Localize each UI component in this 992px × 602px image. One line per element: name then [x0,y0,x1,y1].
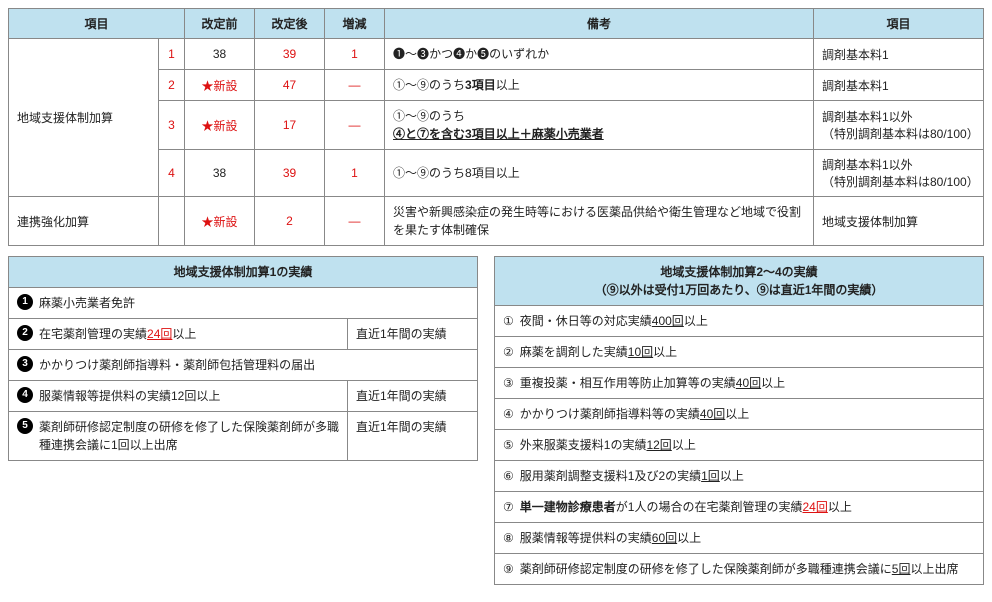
item-text: ⑧服薬情報等提供料の実績60回以上 [494,523,984,554]
item-number-icon: 1 [17,294,33,310]
cell-item: 調剤基本料1以外（特別調剤基本料は80/100） [814,101,984,150]
left-panel: 地域支援体制加算1の実績 1麻薬小売業者免許2在宅薬剤管理の実績24回以上直近1… [8,256,478,461]
list-item: ⑤外来服薬支援料1の実績12回以上 [494,430,984,461]
cell-remark: ①～⑨のうち3項目以上 [385,70,814,101]
list-item: ①夜間・休日等の対応実績400回以上 [494,306,984,337]
item-text: ④かかりつけ薬剤師指導料等の実績40回以上 [494,399,984,430]
list-item: ⑨薬剤師研修認定制度の研修を修了した保険薬剤師が多職種連携会議に5回以上出席 [494,554,984,585]
list-item: ③重複投薬・相互作用等防止加算等の実績40回以上 [494,368,984,399]
main-table: 項目改定前改定後増減備考項目 地域支援体制加算138391❶～❸かつ❹か❺のいず… [8,8,984,246]
item-text: 4服薬情報等提供料の実績12回以上 [8,381,348,412]
row-num: 1 [159,39,185,70]
cell-diff: ― [325,101,385,150]
cell-item: 調剤基本料1以外（特別調剤基本料は80/100） [814,150,984,197]
list-item: ⑧服薬情報等提供料の実績60回以上 [494,523,984,554]
list-item: 2在宅薬剤管理の実績24回以上直近1年間の実績 [8,319,478,350]
cell-pre: 38 [185,150,255,197]
item-number: ② [503,343,514,361]
item-text: ⑤外来服薬支援料1の実績12回以上 [494,430,984,461]
item-number: ④ [503,405,514,423]
list-item: 3かかりつけ薬剤師指導料・薬剤師包括管理料の届出 [8,350,478,381]
cell-diff: ― [325,70,385,101]
cell-remark: 災害や新興感染症の発生時等における医薬品供給や衛生管理など地域で役割を果たす体制… [385,197,814,246]
side-note: 直近1年間の実績 [348,319,478,350]
cell-item: 地域支援体制加算 [814,197,984,246]
side-note: 直近1年間の実績 [348,381,478,412]
cell-pre: ★新設 [185,197,255,246]
row-num: 2 [159,70,185,101]
item-number-icon: 5 [17,418,33,434]
cell-remark: ❶～❸かつ❹か❺のいずれか [385,39,814,70]
item-number: ⑤ [503,436,514,454]
list-item: 5薬剤師研修認定制度の研修を修了した保険薬剤師が多職種連携会議に1回以上出席直近… [8,412,478,461]
item-number: ③ [503,374,514,392]
cell-item: 調剤基本料1 [814,39,984,70]
cell-item: 調剤基本料1 [814,70,984,101]
item-text: ③重複投薬・相互作用等防止加算等の実績40回以上 [494,368,984,399]
item-number: ⑨ [503,560,514,578]
list-item: ⑦単一建物診療患者が1人の場合の在宅薬剤管理の実績24回以上 [494,492,984,523]
row-num: 4 [159,150,185,197]
cell-pre: 38 [185,39,255,70]
row-label: 地域支援体制加算 [9,39,159,197]
item-text: ⑥服用薬剤調整支援料1及び2の実績1回以上 [494,461,984,492]
item-text: 1麻薬小売業者免許 [8,288,478,319]
cell-post: 17 [255,101,325,150]
cell-diff: 1 [325,150,385,197]
item-number-icon: 4 [17,387,33,403]
cell-diff: ― [325,197,385,246]
main-table-head: 項目改定前改定後増減備考項目 [9,9,984,39]
col-item: 項目 [9,9,185,39]
cell-post: 39 [255,39,325,70]
list-item: 1麻薬小売業者免許 [8,288,478,319]
table-row: 連携強化加算 ★新設2―災害や新興感染症の発生時等における医薬品供給や衛生管理など… [9,197,984,246]
cell-post: 2 [255,197,325,246]
item-text: 2在宅薬剤管理の実績24回以上 [8,319,348,350]
side-note: 直近1年間の実績 [348,412,478,461]
cell-pre: ★新設 [185,70,255,101]
left-panel-title: 地域支援体制加算1の実績 [8,256,478,288]
item-number: ⑧ [503,529,514,547]
item-text: ②麻薬を調剤した実績10回以上 [494,337,984,368]
main-table-body: 地域支援体制加算138391❶～❸かつ❹か❺のいずれか調剤基本料12★新設47―… [9,39,984,246]
col-header: 増減 [325,9,385,39]
cell-remark: ①～⑨のうち④と⑦を含む3項目以上＋麻薬小売業者 [385,101,814,150]
item-number-icon: 2 [17,325,33,341]
item-text: 5薬剤師研修認定制度の研修を修了した保険薬剤師が多職種連携会議に1回以上出席 [8,412,348,461]
cell-pre: ★新設 [185,101,255,150]
cell-remark: ①～⑨のうち8項目以上 [385,150,814,197]
right-panel-title: 地域支援体制加算2～4の実績（⑨以外は受付1万回あたり、⑨は直近1年間の実績） [494,256,984,306]
col-header: 項目 [814,9,984,39]
col-header: 備考 [385,9,814,39]
item-number: ① [503,312,514,330]
col-header: 改定前 [185,9,255,39]
item-text: ⑨薬剤師研修認定制度の研修を修了した保険薬剤師が多職種連携会議に5回以上出席 [494,554,984,585]
cell-diff: 1 [325,39,385,70]
item-number: ⑦ [503,498,514,516]
right-panel: 地域支援体制加算2～4の実績（⑨以外は受付1万回あたり、⑨は直近1年間の実績） … [494,256,984,585]
row-num [159,197,185,246]
list-item: 4服薬情報等提供料の実績12回以上直近1年間の実績 [8,381,478,412]
row-num: 3 [159,101,185,150]
item-text: ⑦単一建物診療患者が1人の場合の在宅薬剤管理の実績24回以上 [494,492,984,523]
cell-post: 39 [255,150,325,197]
item-number-icon: 3 [17,356,33,372]
cell-post: 47 [255,70,325,101]
col-header: 改定後 [255,9,325,39]
list-item: ②麻薬を調剤した実績10回以上 [494,337,984,368]
table-row: 地域支援体制加算138391❶～❸かつ❹か❺のいずれか調剤基本料1 [9,39,984,70]
item-text: 3かかりつけ薬剤師指導料・薬剤師包括管理料の届出 [8,350,478,381]
item-text: ①夜間・休日等の対応実績400回以上 [494,306,984,337]
list-item: ④かかりつけ薬剤師指導料等の実績40回以上 [494,399,984,430]
row-label: 連携強化加算 [9,197,159,246]
item-number: ⑥ [503,467,514,485]
list-item: ⑥服用薬剤調整支援料1及び2の実績1回以上 [494,461,984,492]
